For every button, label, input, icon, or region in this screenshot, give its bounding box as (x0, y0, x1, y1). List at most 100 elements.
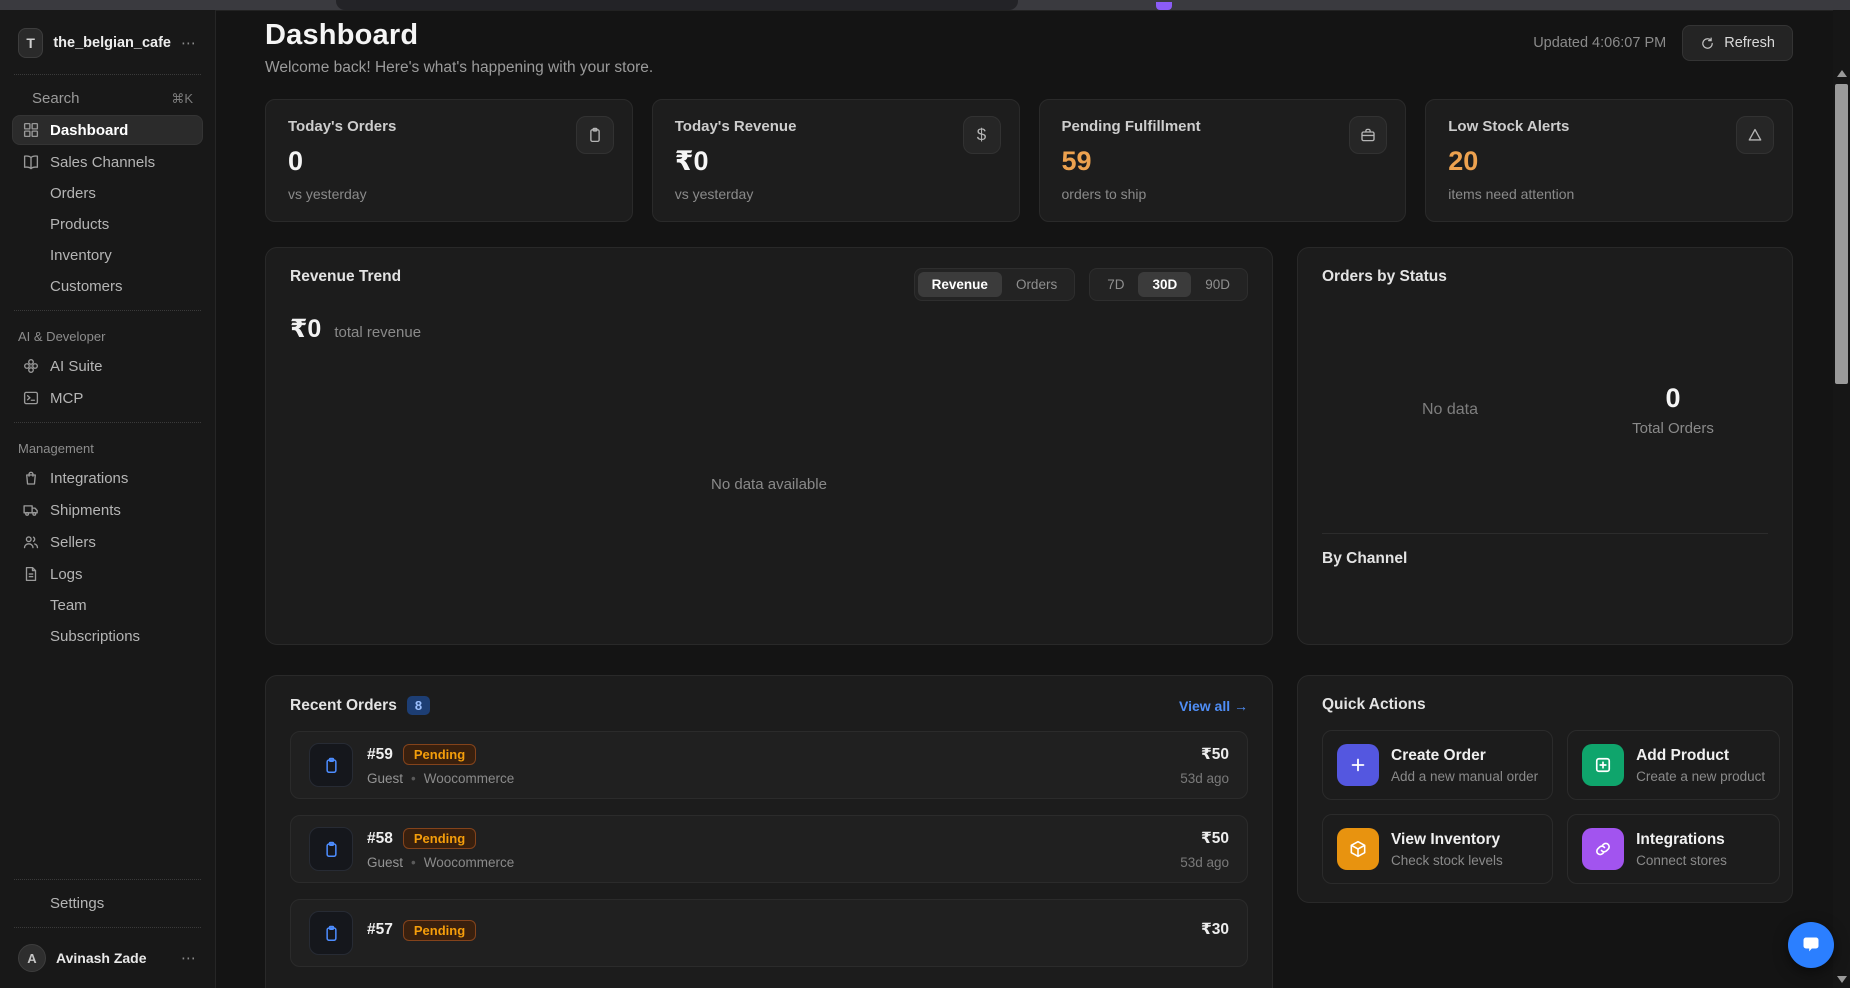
refresh-label: Refresh (1724, 35, 1775, 51)
sidebar-item-team[interactable]: Team (12, 591, 203, 620)
revenue-trend-panel: Revenue Trend Revenue Orders 7D 30D 90D (265, 247, 1273, 645)
sidebar: T the_belgian_cafe ⋯ Search ⌘K Dashboard (0, 10, 216, 988)
sidebar-item-mcp[interactable]: MCP (12, 383, 203, 413)
sidebar-item-inventory[interactable]: Inventory (12, 241, 203, 270)
stat-subtext: orders to ship (1061, 186, 1147, 202)
sidebar-item-customers[interactable]: Customers (12, 272, 203, 301)
recent-orders-panel: Recent Orders 8 View all → #59 (265, 675, 1273, 988)
quick-action-add-product[interactable]: Add Product Create a new product (1567, 730, 1781, 800)
order-row[interactable]: #59 Pending Guest • Woocommerce (290, 731, 1248, 799)
status-empty-state: No data (1421, 400, 1479, 418)
sidebar-item-label: Integrations (50, 469, 129, 487)
dollar-icon: $ (962, 116, 1001, 154)
sidebar-item-logs[interactable]: Logs (12, 559, 203, 589)
stat-title: Today's Revenue (674, 118, 797, 135)
quick-action-view-inventory[interactable]: View Inventory Check stock levels (1322, 814, 1554, 884)
sidebar-divider (14, 74, 201, 75)
view-all-link[interactable]: View all → (1179, 697, 1248, 714)
sidebar-item-sales-channels[interactable]: Sales Channels (12, 147, 203, 177)
search-shortcut: ⌘K (171, 90, 193, 106)
order-row[interactable]: #58 Pending Guest • Woocommerce (290, 815, 1248, 883)
by-channel-title: By Channel (1322, 550, 1408, 567)
order-channel: Woocommerce (423, 771, 515, 786)
total-orders-label: Total Orders (1632, 419, 1714, 437)
metric-toggle: Revenue Orders (913, 268, 1076, 301)
range-tab-90d[interactable]: 90D (1205, 277, 1230, 292)
order-status-badge: Pending (402, 744, 477, 765)
updated-timestamp: Updated 4:06:07 PM (1533, 35, 1667, 51)
user-avatar: A (18, 944, 46, 972)
order-age: 53d ago (1180, 770, 1229, 786)
order-status-badge: Pending (402, 919, 477, 941)
stat-value: 59 (1061, 146, 1092, 176)
sidebar-item-label: Orders (50, 185, 96, 202)
order-separator: • (411, 855, 416, 870)
sidebar-item-integrations[interactable]: Integrations (12, 463, 203, 493)
warning-triangle-icon (1736, 116, 1774, 154)
order-amount: ₹50 (1200, 745, 1229, 763)
sidebar-item-label: Sellers (50, 533, 96, 551)
chat-bubble-icon (1799, 933, 1823, 957)
user-menu[interactable]: A Avinash Zade ⋯ (12, 936, 203, 974)
quick-action-label: Add Product (1636, 746, 1730, 764)
sidebar-item-sellers[interactable]: Sellers (12, 527, 203, 557)
total-orders-value: 0 (1665, 382, 1681, 413)
sidebar-divider (14, 310, 201, 311)
sidebar-item-label: Settings (50, 895, 105, 912)
sidebar-item-ai-suite[interactable]: AI Suite (12, 351, 203, 381)
stats-row: Today's Orders 0 vs yesterday Today's Re… (265, 99, 1793, 222)
sidebar-item-settings[interactable]: Settings (12, 889, 203, 918)
quick-action-integrations[interactable]: Integrations Connect stores (1567, 814, 1781, 884)
quick-action-create-order[interactable]: Create Order Add a new manual order (1322, 730, 1554, 800)
file-text-icon (22, 565, 40, 583)
stat-title: Today's Orders (288, 118, 397, 135)
stat-subtext: vs yesterday (288, 186, 367, 202)
metric-tab-revenue[interactable]: Revenue (917, 272, 1002, 297)
sidebar-item-label: Inventory (50, 247, 112, 264)
scrollbar-thumb[interactable] (1835, 84, 1848, 384)
scrollbar-up-arrow[interactable] (1833, 66, 1850, 80)
range-tab-7d[interactable]: 7D (1107, 277, 1125, 292)
quick-action-desc: Create a new product (1636, 768, 1766, 784)
order-id: #58 (367, 829, 393, 847)
cube-icon (1337, 828, 1379, 870)
sidebar-item-label: Customers (50, 278, 123, 295)
panel-divider (1322, 533, 1768, 534)
grid-icon (22, 121, 40, 139)
terminal-icon (22, 389, 40, 407)
orders-by-status-panel: Orders by Status No data 0 Total Orders … (1297, 247, 1793, 645)
quick-actions-panel: Quick Actions Create Order Add a new man… (1297, 675, 1793, 903)
stat-subtext: items need attention (1448, 186, 1575, 202)
sidebar-item-shipments[interactable]: Shipments (12, 495, 203, 525)
workspace-switcher[interactable]: T the_belgian_cafe ⋯ (12, 20, 203, 66)
scrollbar-down-arrow[interactable] (1833, 972, 1850, 986)
order-row[interactable]: #57 Pending ₹30 (290, 899, 1248, 967)
stat-card-low-stock-alerts: Low Stock Alerts 20 items need attention (1425, 99, 1793, 222)
quick-action-desc: Add a new manual order (1391, 768, 1539, 784)
user-menu-icon[interactable]: ⋯ (181, 950, 197, 967)
quick-action-label: Integrations (1636, 830, 1725, 848)
stat-card-todays-revenue: Today's Revenue ₹0 vs yesterday $ (651, 99, 1020, 222)
top-band (216, 10, 1833, 11)
sidebar-item-orders[interactable]: Orders (12, 179, 203, 208)
sidebar-item-subscriptions[interactable]: Subscriptions (12, 622, 203, 651)
range-toggle: 7D 30D 90D (1089, 268, 1248, 301)
metric-tab-orders[interactable]: Orders (1015, 277, 1058, 292)
sidebar-item-products[interactable]: Products (12, 210, 203, 239)
stat-subtext: vs yesterday (674, 186, 754, 202)
order-clipboard-icon (309, 827, 353, 871)
workspace-menu-icon[interactable]: ⋯ (181, 35, 197, 52)
square-plus-icon (1582, 744, 1625, 786)
refresh-button[interactable]: Refresh (1682, 25, 1793, 61)
range-tab-30d[interactable]: 30D (1138, 272, 1192, 297)
clover-icon (22, 357, 40, 375)
recent-orders-title: Recent Orders (290, 696, 397, 714)
truck-icon (22, 501, 40, 519)
order-amount: ₹50 (1200, 829, 1229, 847)
search-input[interactable]: Search ⌘K (12, 83, 203, 124)
stat-value: ₹0 (674, 146, 709, 176)
sidebar-item-dashboard[interactable]: Dashboard (12, 115, 203, 145)
quick-action-label: View Inventory (1391, 830, 1501, 848)
chat-widget-button[interactable] (1788, 922, 1834, 968)
